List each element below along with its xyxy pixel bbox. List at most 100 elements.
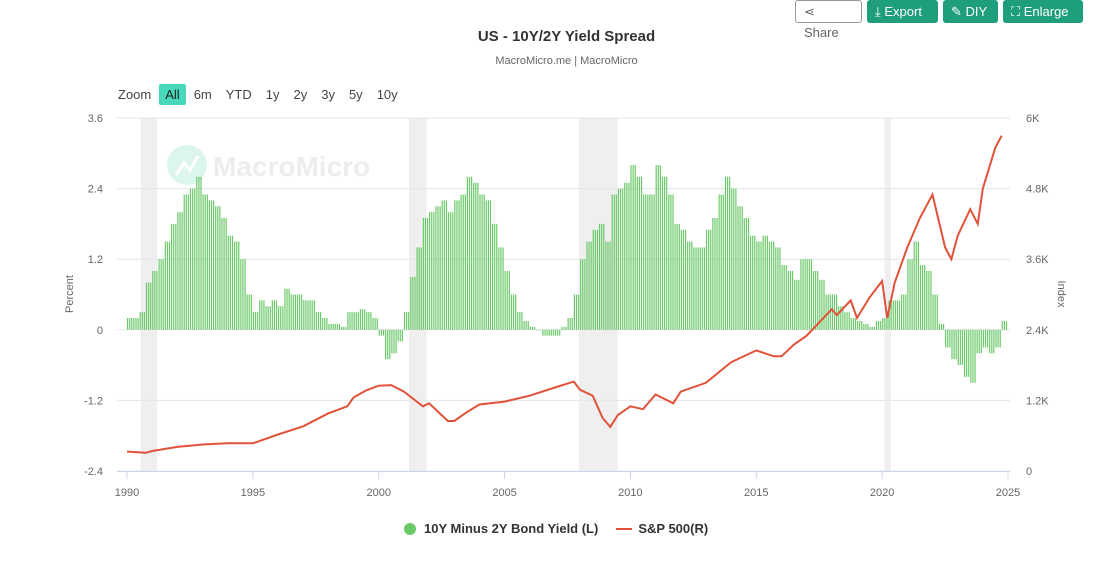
- diy-button[interactable]: ✎ DIY: [943, 0, 998, 23]
- spread-bar: [674, 223, 676, 330]
- zoom-2y[interactable]: 2y: [293, 87, 308, 102]
- spread-bar: [162, 259, 164, 330]
- recession-band: [884, 118, 891, 471]
- spread-bar: [844, 312, 846, 330]
- chart-subtitle: MacroMicro.me | MacroMicro: [495, 55, 638, 67]
- spread-bar: [930, 270, 932, 330]
- spread-bar: [789, 270, 792, 330]
- spread-bar: [166, 241, 169, 330]
- spread-bar: [856, 320, 859, 330]
- spread-bar: [311, 300, 313, 330]
- spread-bar: [745, 218, 747, 330]
- legend-item-sp500[interactable]: S&P 500(R): [616, 521, 708, 536]
- spread-bar: [663, 176, 666, 330]
- legend-item-spread[interactable]: 10Y Minus 2Y Bond Yield (L): [404, 521, 598, 536]
- spread-bar: [957, 329, 959, 366]
- pencil-icon: ✎: [951, 4, 966, 19]
- enlarge-button[interactable]: ⛶ Enlarge: [1003, 0, 1083, 23]
- spread-bar: [861, 320, 863, 330]
- spread-bar: [632, 165, 634, 330]
- x-tick-label: 2020: [870, 487, 894, 499]
- spread-bar: [617, 188, 620, 330]
- spread-bar: [345, 326, 347, 330]
- spread-bar: [601, 223, 603, 330]
- spread-bar: [961, 329, 964, 366]
- spread-bar: [517, 312, 519, 330]
- spread-bar: [573, 294, 575, 330]
- spread-bar: [139, 312, 141, 330]
- spread-bar: [536, 329, 538, 331]
- spread-bar: [613, 194, 615, 330]
- zoom-all[interactable]: All: [159, 84, 186, 105]
- zoom-5y[interactable]: 5y: [348, 87, 363, 102]
- spread-bar: [934, 294, 936, 330]
- spread-bar: [466, 176, 469, 330]
- spread-bar: [328, 323, 330, 330]
- spread-bar: [1001, 320, 1003, 330]
- spread-bar: [273, 300, 276, 330]
- spread-bar: [307, 300, 309, 330]
- zoom-1y[interactable]: 1y: [265, 87, 280, 102]
- spread-bar: [651, 194, 653, 330]
- spread-bar: [510, 294, 513, 330]
- zoom-3y[interactable]: 3y: [321, 87, 335, 102]
- spread-bar: [936, 294, 938, 330]
- green-dot-icon: [404, 522, 416, 535]
- y-tick-label: 1.2: [88, 254, 103, 266]
- spread-bar: [322, 318, 324, 330]
- zoom-10y[interactable]: 10y: [376, 87, 398, 102]
- export-button[interactable]: ⤓ Export: [867, 0, 938, 23]
- spread-bar: [777, 247, 779, 330]
- spread-bar: [557, 329, 559, 336]
- spread-bar: [303, 300, 305, 330]
- spread-bar: [634, 165, 636, 330]
- spread-bar: [791, 270, 794, 330]
- spread-bar: [131, 318, 133, 330]
- spread-bar: [403, 312, 406, 330]
- spread-bar: [468, 176, 471, 330]
- spread-bar: [288, 288, 290, 330]
- spread-bar: [758, 241, 760, 330]
- spread-bar: [714, 218, 716, 330]
- spread-bar: [206, 194, 208, 330]
- spread-bar: [577, 294, 580, 330]
- x-tick-label: 2025: [996, 487, 1020, 499]
- spread-bar: [974, 329, 976, 383]
- spread-bar: [261, 300, 263, 330]
- spread-bar: [909, 259, 911, 330]
- spread-bar: [496, 223, 498, 330]
- spread-bar: [527, 320, 529, 330]
- share-button[interactable]: ⋖ Share: [795, 0, 862, 40]
- spread-bar: [976, 329, 978, 354]
- spread-bar: [267, 306, 269, 330]
- spread-bar: [433, 212, 435, 330]
- spread-bar: [179, 212, 181, 330]
- spread-bar: [569, 318, 571, 330]
- spread-bar: [338, 323, 341, 330]
- spread-bar: [361, 309, 364, 330]
- spread-bar: [437, 206, 439, 330]
- spread-bar: [315, 312, 317, 330]
- spread-bar: [787, 270, 789, 330]
- spread-bar: [441, 200, 443, 330]
- y-tick-label: -2.4: [84, 466, 103, 478]
- spread-bar: [447, 212, 450, 330]
- spread-bar: [611, 194, 613, 330]
- spread-bar: [1003, 320, 1006, 330]
- spread-bar: [395, 329, 397, 354]
- spread-bar: [682, 229, 685, 330]
- spread-bar: [724, 176, 727, 330]
- spread-bar: [254, 312, 257, 330]
- spread-bar: [915, 241, 917, 330]
- spread-bar: [932, 294, 934, 330]
- spread-bar: [414, 276, 416, 330]
- spread-bar: [154, 270, 156, 330]
- zoom-6m[interactable]: 6m: [193, 87, 212, 102]
- spread-bar: [764, 235, 766, 330]
- spread-bar: [756, 241, 758, 330]
- spread-bar: [871, 326, 873, 330]
- zoom-ytd[interactable]: YTD: [225, 87, 252, 102]
- spread-bar: [246, 294, 248, 330]
- spread-bar: [697, 247, 699, 330]
- spread-bar: [164, 241, 166, 330]
